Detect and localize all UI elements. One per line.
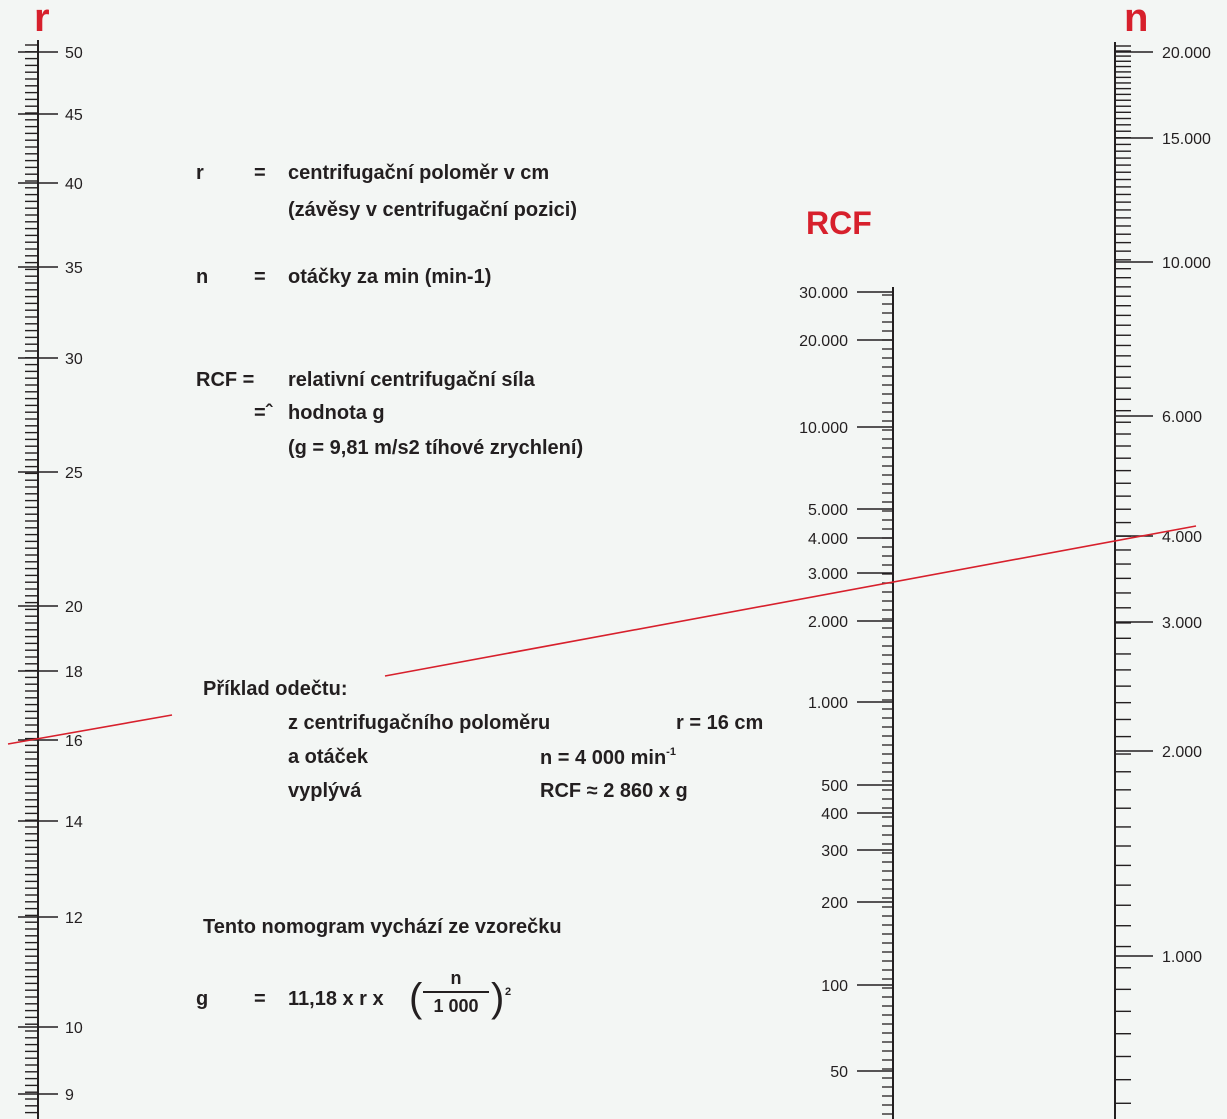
n-tick-label: 2.000: [1162, 744, 1202, 761]
formula-fraction-bar: [423, 991, 489, 993]
rcf-tick-label: 2.000: [808, 614, 848, 631]
rcf-tick-label: 30.000: [799, 285, 848, 302]
legend-rcf-symbol: RCF =: [196, 369, 255, 391]
legend-rcf-g-value: hodnota g: [288, 402, 385, 424]
r-tick-label: 20: [65, 599, 83, 616]
rcf-tick-label: 500: [821, 778, 848, 795]
r-tick-label: 45: [65, 107, 83, 124]
example-speed-value: n = 4 000 min-1: [540, 746, 676, 770]
r-tick-label: 9: [65, 1087, 74, 1104]
legend-n-definition: otáčky za min (min-1): [288, 266, 492, 288]
rcf-tick-label: 5.000: [808, 502, 848, 519]
legend-rcf-definition: relativní centrifugační síla: [288, 369, 535, 391]
rcf-axis-title: RCF: [806, 205, 872, 241]
rcf-tick-label: 400: [821, 806, 848, 823]
rcf-tick-label: 200: [821, 895, 848, 912]
legend-r-definition: centrifugační poloměr v cm: [288, 162, 550, 184]
rcf-tick-label: 4.000: [808, 531, 848, 548]
example-speed-number: n = 4 000 min: [540, 747, 667, 769]
n-tick-label: 20.000: [1162, 45, 1211, 62]
n-tick-label: 10.000: [1162, 255, 1211, 272]
formula-fraction: n 1 000: [423, 967, 489, 1017]
n-tick-label: 4.000: [1162, 529, 1202, 546]
reading-line-left-segment: [7, 714, 173, 745]
example-radius-value: r = 16 cm: [676, 712, 764, 734]
n-tick-label: 15.000: [1162, 131, 1211, 148]
r-tick-label: 14: [65, 814, 83, 831]
legend-rcf-corresponds: =ˆ: [254, 402, 273, 424]
example-speed-label: a otáček: [288, 746, 369, 768]
formula-numerator: n: [450, 968, 462, 988]
reading-line-right-segment: [384, 525, 1197, 677]
r-axis-title: r: [34, 0, 50, 40]
formula-intro: Tento nomogram vychází ze vzorečku: [203, 916, 562, 938]
rcf-tick-label: 300: [821, 843, 848, 860]
r-tick-label: 35: [65, 260, 83, 277]
legend-rcf-gravity-note: (g = 9,81 m/s2 tíhové zrychlení): [288, 437, 584, 459]
example-result-label: vyplývá: [288, 780, 362, 802]
example-heading: Příklad odečtu:: [203, 678, 348, 700]
n-tick-label: 3.000: [1162, 615, 1202, 632]
r-tick-label: 18: [65, 664, 83, 681]
example-result-value: RCF ≈ 2 860 x g: [540, 780, 688, 802]
formula-exponent: 2: [505, 986, 512, 998]
r-tick-label: 25: [65, 465, 83, 482]
example-reading-line: [7, 525, 1197, 745]
r-tick-label: 40: [65, 176, 83, 193]
rcf-tick-label: 50: [830, 1064, 848, 1081]
r-tick-label: 16: [65, 733, 83, 750]
n-scale: 20.000 15.000 10.000 6.000 4.000 3.000 2.000 1.…: [1114, 42, 1211, 1119]
example-speed-exponent: -1: [666, 746, 676, 758]
example-radius-label: z centrifugačního poloměru: [288, 712, 551, 734]
rcf-tick-label: 10.000: [799, 420, 848, 437]
legend-r-definition-note: (závěsy v centrifugační pozici): [288, 199, 577, 221]
formula-denominator: 1 000: [433, 996, 479, 1016]
formula-expression: 11,18 x r x: [288, 988, 384, 1010]
formula-left-paren: (: [409, 976, 423, 1020]
rcf-tick-label: 1.000: [808, 695, 848, 712]
legend-r-equals: =: [254, 162, 266, 184]
legend-n-symbol: n: [196, 266, 209, 288]
legend-n-equals: =: [254, 266, 266, 288]
r-tick-label: 50: [65, 45, 83, 62]
rcf-scale: 30.000 20.000 10.000 5.000 4.000 3.000 2.000 1.…: [799, 285, 894, 1119]
r-tick-label: 12: [65, 910, 83, 927]
n-tick-label: 1.000: [1162, 949, 1202, 966]
r-tick-label: 10: [65, 1020, 83, 1037]
formula-g: g: [196, 988, 209, 1010]
n-axis-title: n: [1124, 0, 1149, 40]
n-tick-label: 6.000: [1162, 409, 1202, 426]
formula-right-paren: ): [491, 976, 505, 1020]
rcf-tick-label: 20.000: [799, 333, 848, 350]
r-tick-label: 30: [65, 351, 83, 368]
rcf-tick-label: 100: [821, 978, 848, 995]
formula-equals: =: [254, 988, 266, 1010]
rcf-tick-label: 3.000: [808, 566, 848, 583]
legend-r-symbol: r: [196, 162, 204, 184]
r-scale: 50 45 40 35 30 25 20 18 16 14 12 10 9: [18, 40, 83, 1119]
